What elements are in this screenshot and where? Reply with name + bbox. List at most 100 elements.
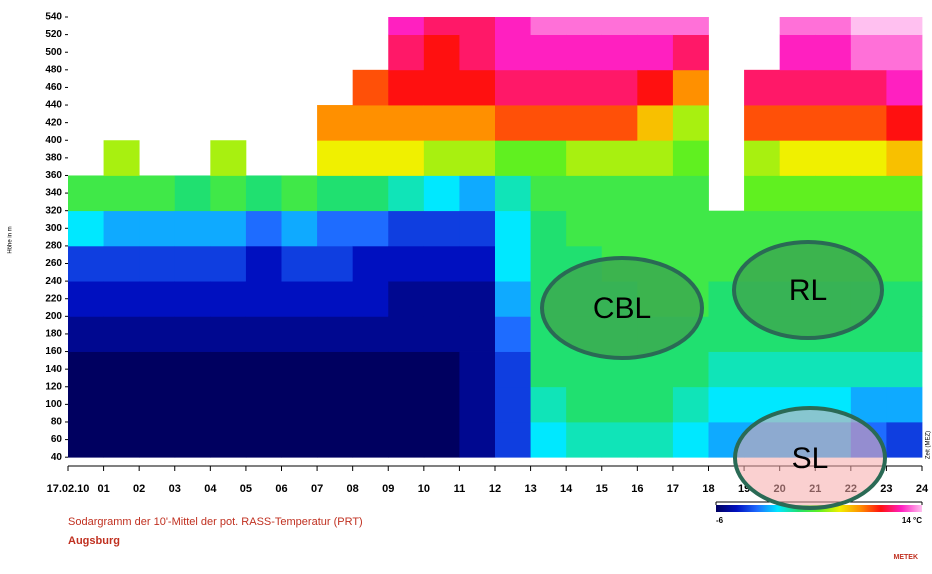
heat-cell <box>139 210 176 247</box>
heat-cell <box>566 210 603 247</box>
heat-cell <box>210 210 247 247</box>
y-tick-label: 260 <box>45 258 62 269</box>
y-tick-label: 160 <box>45 346 62 357</box>
heat-cell <box>388 210 425 247</box>
heat-cell <box>281 351 318 388</box>
heat-cell <box>601 421 638 458</box>
heat-cell <box>744 69 781 106</box>
heat-cell <box>388 351 425 388</box>
heat-cell <box>601 34 638 71</box>
y-tick-label: 320 <box>45 205 62 216</box>
heat-cell <box>744 140 781 176</box>
heat-cell <box>779 140 816 176</box>
heat-cell <box>352 386 389 423</box>
heat-cell <box>245 245 282 282</box>
heat-cell <box>68 421 104 458</box>
heat-cell <box>68 245 104 282</box>
heat-cell <box>495 210 531 247</box>
heat-cell <box>103 175 140 212</box>
heat-cell <box>495 245 531 282</box>
heat-cell <box>495 105 531 141</box>
heat-cell <box>317 421 354 458</box>
heat-cell <box>245 386 282 423</box>
heat-cell <box>210 281 247 317</box>
heat-cell <box>210 140 247 176</box>
heat-cell <box>281 210 318 247</box>
heat-cell <box>672 105 709 141</box>
y-tick-label: 300 <box>45 223 62 234</box>
heat-cell <box>423 17 460 36</box>
y-tick-label: 40 <box>51 452 63 463</box>
heat-cell <box>566 105 603 141</box>
heat-cell <box>245 421 282 458</box>
heat-cell <box>850 210 887 247</box>
logo: METEK <box>894 554 919 561</box>
heat-cell <box>495 281 531 317</box>
heat-cell <box>103 281 140 317</box>
heat-cell <box>886 351 923 388</box>
heat-cell <box>530 421 567 458</box>
heat-cell <box>68 210 104 247</box>
heat-cell <box>744 351 781 388</box>
heat-cell <box>245 281 282 317</box>
heat-cell <box>637 34 674 71</box>
heat-cell <box>495 34 531 71</box>
heat-cell <box>672 351 709 388</box>
heat-cell <box>423 69 460 106</box>
heat-cell <box>317 316 354 352</box>
heat-cell <box>317 386 354 423</box>
heat-cell <box>850 105 887 141</box>
heat-cell <box>174 175 211 212</box>
y-tick-label: 80 <box>51 417 63 428</box>
y-tick-label: 480 <box>45 64 62 75</box>
heat-cell <box>566 421 603 458</box>
heat-cell <box>423 421 460 458</box>
x-tick-label: 01 <box>97 483 109 495</box>
x-tick-label: 07 <box>311 483 323 495</box>
y-tick-label: 180 <box>45 329 62 340</box>
heat-cell <box>850 69 887 106</box>
heat-cell <box>210 316 247 352</box>
heat-cell <box>281 281 318 317</box>
heat-cell <box>210 175 247 212</box>
x-tick-label: 23 <box>880 483 892 495</box>
heat-cell <box>423 386 460 423</box>
heat-cell <box>495 421 531 458</box>
y-tick-label: 140 <box>45 364 62 375</box>
heat-cell <box>245 351 282 388</box>
y-tick-label: 240 <box>45 276 62 287</box>
heat-cell <box>530 175 567 212</box>
heat-cell <box>530 69 567 106</box>
heat-cell <box>68 386 104 423</box>
x-tick-label: 04 <box>204 483 217 495</box>
heat-cell <box>459 17 496 36</box>
heat-cell <box>637 421 674 458</box>
x-tick-label: 11 <box>454 483 466 495</box>
heat-cell <box>815 105 852 141</box>
annotation-ellipse <box>733 406 887 510</box>
heat-cell <box>815 34 852 71</box>
heat-cell <box>388 17 425 36</box>
heat-cell <box>352 105 389 141</box>
heat-cell <box>317 105 354 141</box>
heat-cell <box>601 140 638 176</box>
heat-cell <box>174 316 211 352</box>
heat-cell <box>495 17 531 36</box>
heat-cell <box>459 105 496 141</box>
heat-cell <box>139 175 176 212</box>
heat-cell <box>423 34 460 71</box>
heat-cell <box>459 175 496 212</box>
heat-cell <box>388 69 425 106</box>
heat-cell <box>459 34 496 71</box>
heat-cell <box>139 245 176 282</box>
heat-cell <box>245 210 282 247</box>
heat-cell <box>708 316 745 352</box>
heat-cell <box>637 175 674 212</box>
heat-cell <box>886 421 923 458</box>
heat-cell <box>601 17 638 36</box>
heat-cell <box>459 140 496 176</box>
y-tick-label: 200 <box>45 311 62 322</box>
heat-cell <box>388 281 425 317</box>
x-tick-label: 02 <box>133 483 145 495</box>
heat-cell <box>672 17 709 36</box>
